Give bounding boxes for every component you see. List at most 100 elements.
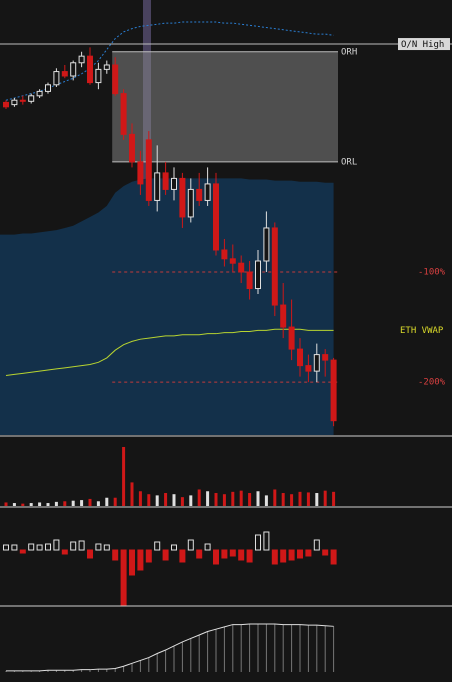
candle-body: [305, 365, 312, 372]
delta-bar: [129, 549, 135, 576]
candle-body: [112, 64, 119, 95]
delta-bar: [221, 549, 228, 559]
volume-bar: [323, 490, 327, 506]
volume-bar: [197, 489, 201, 506]
delta-bar: [263, 531, 270, 551]
candle-body: [120, 93, 127, 135]
candle-body: [179, 177, 186, 218]
volume-bar: [290, 494, 294, 506]
delta-bar: [28, 543, 35, 551]
y-tick-label: -100%: [418, 268, 446, 278]
volume-bar: [54, 501, 58, 506]
volume-bar: [29, 503, 33, 506]
delta-bar: [204, 543, 211, 551]
delta-bar: [246, 549, 253, 563]
candle-body: [28, 95, 35, 102]
delta-bar: [45, 543, 51, 551]
candle-body: [103, 64, 110, 70]
delta-bar: [53, 539, 60, 551]
volume-bar: [12, 503, 16, 506]
level-label: O/N High: [401, 40, 444, 50]
candle-body: [45, 84, 51, 92]
volume-bar: [239, 490, 243, 506]
volume-bar: [172, 494, 176, 506]
delta-bar: [322, 549, 329, 556]
volume-bar: [71, 500, 75, 506]
volume-bar: [155, 495, 159, 506]
delta-bar: [145, 549, 152, 563]
candle-body: [171, 177, 177, 190]
volume-bar: [21, 503, 25, 506]
delta-bar: [255, 534, 261, 551]
delta-bar: [313, 539, 320, 551]
volume-bar: [164, 493, 168, 506]
candle-body: [280, 304, 287, 328]
volume-bar: [147, 494, 151, 506]
volume-bar: [63, 501, 67, 506]
volume-bar: [256, 491, 260, 506]
candle-body: [53, 71, 60, 86]
delta-bar: [103, 544, 110, 551]
delta-bar: [213, 549, 219, 565]
volume-bar: [113, 497, 117, 506]
delta-bar: [95, 543, 102, 551]
y-tick-label: -200%: [418, 378, 446, 388]
delta-bar: [78, 540, 85, 551]
delta-bar: [171, 544, 177, 551]
delta-bar: [179, 549, 186, 563]
delta-bar: [11, 544, 18, 551]
upper-band: [5, 21, 334, 101]
delta-bar: [3, 544, 9, 551]
candle-body: [95, 68, 102, 84]
volume-bar: [189, 495, 193, 506]
candle-body: [271, 227, 278, 306]
cumulative-line: [6, 623, 334, 672]
volume-bar: [88, 498, 92, 506]
candle-body: [213, 183, 219, 251]
volume-bar: [222, 494, 226, 506]
candle-body: [129, 133, 135, 163]
volume-bar: [180, 497, 184, 506]
volume-bar: [105, 497, 109, 506]
volume-bar: [138, 491, 142, 506]
candle-body: [36, 90, 43, 97]
vwap-label: ETH VWAP: [400, 326, 444, 336]
volume-bar: [130, 482, 134, 506]
candle-body: [137, 161, 144, 185]
delta-bar: [187, 539, 194, 551]
delta-bar: [154, 541, 161, 551]
candle-body: [78, 55, 85, 64]
delta-bar: [112, 549, 119, 561]
candle-body: [162, 172, 169, 190]
volume-bar: [4, 502, 8, 506]
candle-body: [330, 359, 337, 422]
volume-bar: [96, 501, 100, 506]
delta-bar: [196, 549, 203, 559]
candle-body: [145, 139, 152, 201]
volume-bar: [281, 493, 285, 506]
delta-bar: [280, 549, 287, 563]
candle-body: [255, 260, 261, 290]
candle-body: [246, 271, 253, 290]
volume-bar: [306, 492, 310, 506]
volume-bar: [38, 502, 42, 506]
level-label-box: [398, 38, 450, 51]
candle-body: [3, 101, 9, 108]
level-label: ORH: [341, 47, 357, 57]
delta-bar: [36, 544, 43, 551]
candle-body: [11, 99, 18, 106]
candle-body: [288, 326, 295, 350]
delta-bar: [297, 549, 303, 559]
candle-body: [229, 258, 236, 264]
delta-bar: [229, 549, 236, 557]
delta-bar: [162, 549, 169, 561]
volume-bar: [231, 491, 235, 506]
candle-body: [221, 249, 228, 260]
candle-body: [297, 348, 303, 367]
candle-body: [19, 99, 26, 102]
candle-body: [204, 183, 211, 201]
volume-bar: [206, 491, 210, 506]
level-label: ORL: [341, 157, 357, 167]
volume-bar: [315, 493, 319, 506]
candle-body: [196, 188, 203, 201]
